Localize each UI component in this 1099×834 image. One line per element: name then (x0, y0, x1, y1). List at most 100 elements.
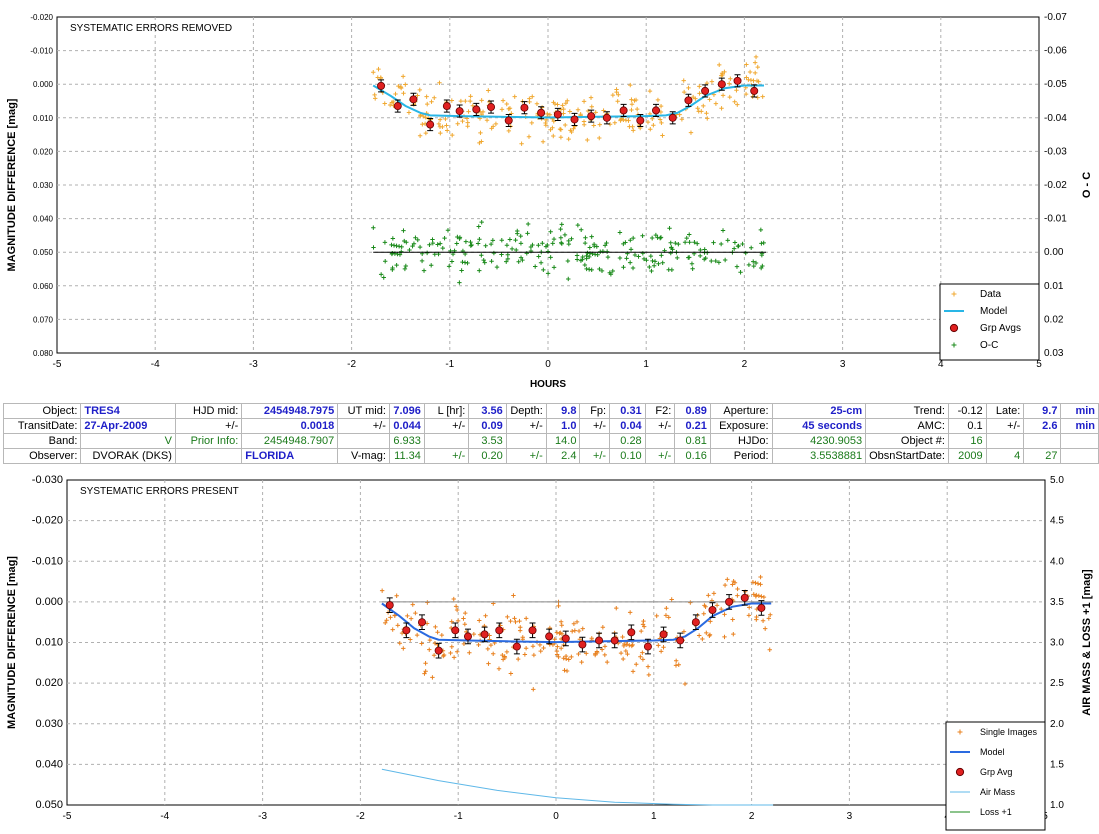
data-point (550, 642, 556, 647)
y-tick-label: -0.030 (32, 474, 63, 486)
data-point (566, 276, 571, 282)
data-point (482, 260, 487, 265)
table-cell: +/- (579, 448, 611, 464)
group-average-point (619, 106, 628, 115)
data-point (597, 122, 602, 127)
data-point (390, 265, 395, 271)
data-point (753, 54, 759, 60)
data-point (457, 280, 462, 285)
data-point (627, 610, 633, 615)
data-point (749, 245, 754, 250)
data-point (675, 255, 680, 261)
data-point (493, 121, 499, 127)
group-average-point (545, 632, 554, 641)
data-point (693, 96, 698, 101)
data-point (640, 650, 645, 655)
data-point (707, 97, 712, 102)
y-tick-label: 0.010 (35, 637, 63, 649)
data-point (614, 87, 619, 92)
data-point (666, 615, 671, 620)
group-average-point (610, 636, 619, 645)
data-point (548, 229, 553, 234)
table-cell (423, 433, 470, 449)
data-point (628, 238, 633, 243)
data-point (523, 645, 529, 651)
data-point (421, 268, 427, 273)
table-cell (1023, 433, 1062, 449)
data-point (491, 250, 497, 256)
table-cell (985, 433, 1025, 449)
data-point (481, 257, 486, 263)
group-average-point (636, 116, 645, 125)
data-point (427, 647, 432, 652)
data-point (545, 271, 551, 276)
table-cell: +/- (505, 448, 547, 464)
data-point (760, 618, 766, 623)
data-point (438, 130, 443, 136)
group-average-point (385, 601, 394, 610)
y-tick-label: 0.040 (35, 758, 63, 770)
data-point (722, 612, 727, 617)
data-point (714, 603, 720, 608)
data-point (514, 247, 519, 253)
data-point (457, 236, 462, 241)
y2-tick-label: 0.01 (1044, 281, 1064, 292)
data-point (444, 123, 449, 128)
data-point (415, 237, 420, 243)
data-point (451, 655, 457, 660)
data-point (490, 238, 496, 243)
data-point (628, 247, 634, 252)
data-point (467, 98, 473, 104)
data-point (627, 124, 632, 129)
data-point (569, 129, 574, 135)
data-point (654, 613, 659, 619)
data-point (489, 258, 494, 264)
data-point (436, 121, 442, 127)
data-point (394, 593, 399, 598)
data-point (490, 651, 496, 656)
data-point (381, 275, 386, 280)
table-cell: 7.096 (388, 403, 425, 419)
legend-label: Single Images (980, 727, 1038, 737)
table-cell: +/- (423, 448, 470, 464)
data-point (528, 244, 534, 250)
y-tick-label: -0.010 (32, 555, 63, 567)
table-cell: 0.04 (609, 418, 646, 434)
table-cell: FLORIDA (241, 448, 339, 464)
data-point (634, 106, 640, 112)
data-point (489, 126, 494, 131)
group-average-point (733, 76, 742, 85)
table-cell: min (1060, 418, 1099, 434)
data-point (647, 264, 652, 270)
data-point (488, 642, 494, 648)
data-point (509, 111, 514, 116)
data-point (532, 264, 538, 269)
data-point (373, 96, 378, 101)
data-point (443, 116, 448, 122)
data-point (655, 97, 661, 103)
y-tick-label: 0.050 (33, 248, 54, 257)
data-point (706, 593, 711, 598)
data-point (419, 641, 424, 646)
data-point (565, 258, 571, 264)
y2-tick-label: 0.02 (1044, 314, 1064, 325)
data-point (580, 626, 585, 631)
data-point (424, 250, 430, 256)
data-point (610, 92, 616, 98)
data-point (624, 256, 629, 261)
x-tick-label: -3 (258, 811, 267, 822)
data-point (486, 661, 491, 666)
data-point (602, 243, 608, 248)
data-point (397, 252, 403, 257)
x-tick-label: -2 (347, 359, 356, 370)
data-point (423, 130, 429, 136)
data-point (682, 240, 688, 245)
data-point (620, 634, 625, 640)
data-point (730, 582, 735, 587)
data-point (515, 228, 520, 234)
table-cell (1060, 433, 1099, 449)
data-point (595, 252, 600, 258)
data-point (762, 626, 768, 631)
data-point (681, 89, 687, 95)
data-point (687, 232, 692, 237)
